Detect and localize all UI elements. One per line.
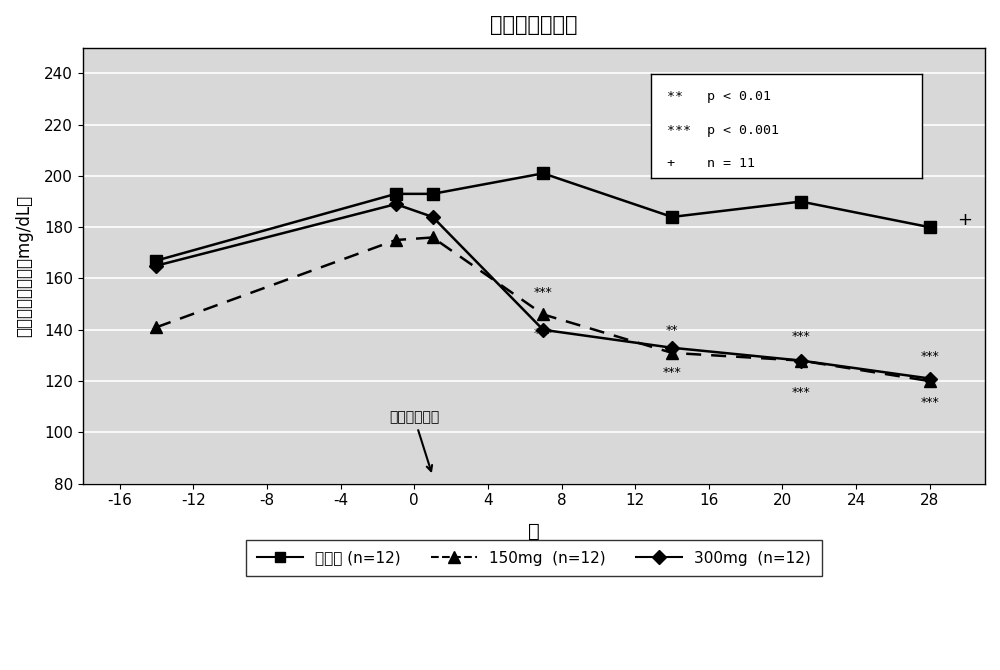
Text: ***: ***: [792, 386, 810, 399]
Text: ***: ***: [792, 330, 810, 342]
Text: ***: ***: [920, 350, 939, 363]
X-axis label: 天: 天: [528, 523, 540, 541]
Text: ***: ***: [534, 286, 552, 299]
Title: 空腹血浆葡萄糖: 空腹血浆葡萄糖: [490, 15, 578, 35]
Y-axis label: 血浆葡萄糖水平（mg/dL）: 血浆葡萄糖水平（mg/dL）: [15, 194, 33, 337]
Text: ***: ***: [663, 366, 681, 379]
Text: **: **: [666, 324, 678, 338]
Text: 剂量给药开始: 剂量给药开始: [389, 411, 439, 471]
Legend: 安慰剂 (n=12), 150mg  (n=12), 300mg  (n=12): 安慰剂 (n=12), 150mg (n=12), 300mg (n=12): [246, 540, 822, 576]
Text: +: +: [957, 210, 972, 228]
Text: ***: ***: [534, 327, 552, 340]
Text: ***: ***: [920, 396, 939, 409]
